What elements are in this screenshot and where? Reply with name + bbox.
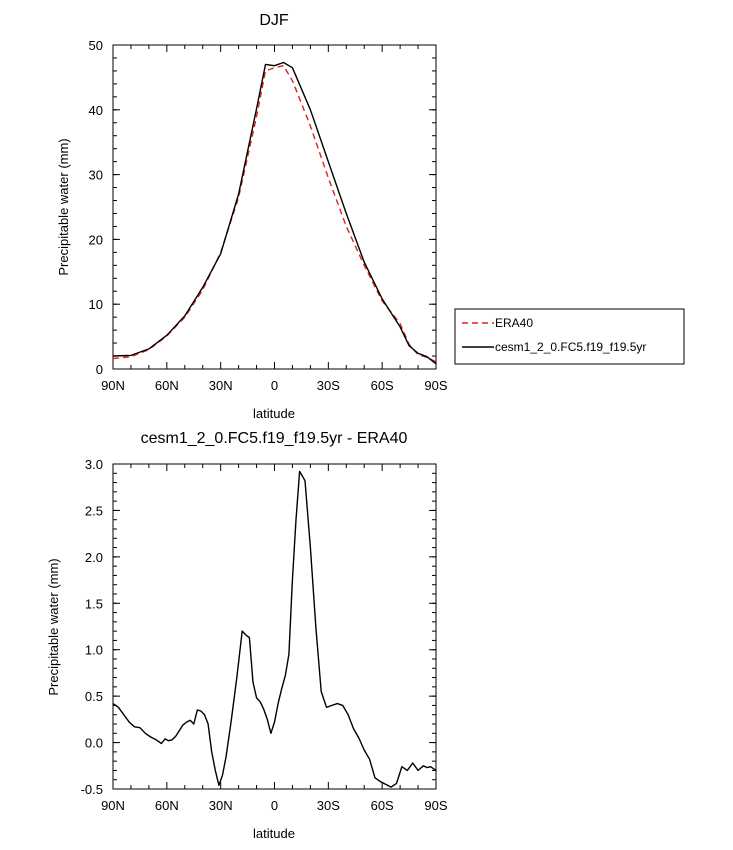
bottom-y-tick-label: 3.0: [85, 457, 103, 472]
top-x-tick-label: 30N: [209, 378, 233, 393]
top-x-tick-label: 60S: [371, 378, 394, 393]
bottom-x-tick-label: 30S: [317, 798, 340, 813]
bottom-y-tick-label: 2.5: [85, 503, 103, 518]
bottom-chart-ylabel: Precipitable water (mm): [46, 558, 61, 695]
bottom-plot-frame: [112, 463, 437, 790]
bottom-y-tick-label: -0.5: [81, 782, 103, 797]
bottom-x-tick-label: 30N: [209, 798, 233, 813]
top-chart-ylabel: Precipitable water (mm): [56, 138, 71, 275]
top-y-tick-label: 0: [96, 362, 103, 377]
bottom-chart-xlabel: latitude: [253, 826, 295, 841]
top-y-tick-label: 20: [89, 232, 103, 247]
top-y-tick-label: 30: [89, 168, 103, 183]
bottom-chart-title: cesm1_2_0.FC5.f19_f19.5yr - ERA40: [141, 430, 408, 447]
bottom-x-tick-label: 0: [271, 798, 278, 813]
top-y-tick-label: 40: [89, 103, 103, 118]
top-plot-frame: [112, 44, 437, 370]
legend-label-cesm: cesm1_2_0.FC5.f19_f19.5yr: [495, 340, 646, 354]
bottom-x-tick-label: 60S: [371, 798, 394, 813]
top-chart-panel: DJF latitude Precipitable water (mm) 90N…: [56, 12, 448, 421]
legend-label-era40: ERA40: [495, 316, 533, 330]
top-x-tick-label: 0: [271, 378, 278, 393]
bottom-y-tick-label: 1.5: [85, 596, 103, 611]
top-chart-legend: ERA40 cesm1_2_0.FC5.f19_f19.5yr: [454, 308, 685, 365]
top-series-line-1: [112, 64, 437, 363]
top-y-tick-label: 50: [89, 38, 103, 53]
bottom-x-tick-label: 60N: [155, 798, 179, 813]
top-x-tick-label: 60N: [155, 378, 179, 393]
legend-box: [454, 308, 685, 365]
top-x-tick-label: 90S: [424, 378, 447, 393]
bottom-y-tick-label: 0.5: [85, 689, 103, 704]
top-x-tick-label: 30S: [317, 378, 340, 393]
bottom-x-tick-label: 90S: [424, 798, 447, 813]
bottom-series-line-1: [112, 470, 437, 788]
top-y-tick-label: 10: [89, 297, 103, 312]
top-chart-xlabel: latitude: [253, 406, 295, 421]
top-x-tick-label: 90N: [101, 378, 125, 393]
bottom-y-tick-label: 1.0: [85, 643, 103, 658]
top-chart-title: DJF: [259, 12, 289, 29]
bottom-chart-panel: cesm1_2_0.FC5.f19_f19.5yr - ERA40 latitu…: [46, 430, 448, 841]
bottom-x-tick-label: 90N: [101, 798, 125, 813]
bottom-y-tick-label: 0.0: [85, 736, 103, 751]
top-series-line-2: [112, 61, 437, 365]
bottom-y-tick-label: 2.0: [85, 550, 103, 565]
